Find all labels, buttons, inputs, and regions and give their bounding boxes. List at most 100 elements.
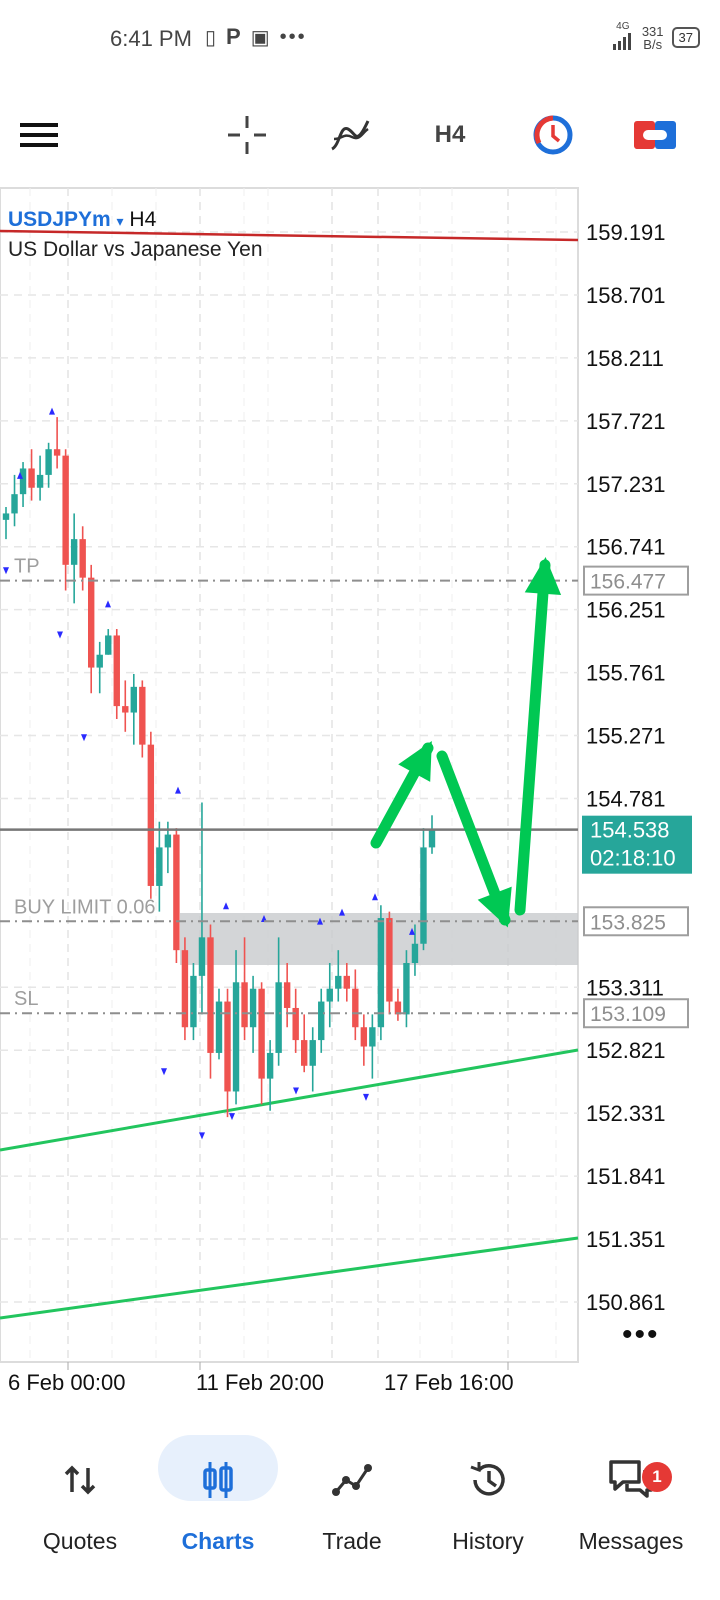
candle-body [139, 686, 146, 745]
tab-trade-label: Trade [322, 1528, 382, 1554]
fractal-up-marker [339, 908, 345, 916]
status-time: 6:41 PM [110, 26, 192, 51]
chart-more-icon[interactable]: ••• [622, 1318, 660, 1351]
fractal-up-marker [17, 471, 23, 479]
one-click-trade-icon[interactable] [630, 100, 680, 170]
current-price-box [582, 815, 692, 874]
hamburger-menu-icon[interactable] [14, 100, 64, 170]
candle-body [215, 1001, 223, 1053]
candle-body [198, 937, 206, 976]
tab-history[interactable]: History [420, 1440, 556, 1580]
candle-body [190, 975, 197, 1028]
candle-body [62, 455, 69, 565]
tab-messages[interactable]: 1 Messages [556, 1440, 706, 1580]
status-notification-icons: ▯ P ▣ ••• [205, 24, 307, 50]
y-tick-label: 156.251 [586, 598, 666, 623]
buy-limit-label: BUY LIMIT 0.06 [14, 896, 156, 918]
plot-border [0, 187, 579, 1363]
symbol-title[interactable]: USDJPYm ▾ H4 [8, 208, 156, 232]
charts-icon [150, 1440, 286, 1520]
net-speed-unit: B/s [643, 36, 663, 52]
y-tick-label: 159.191 [586, 220, 666, 245]
candle-body [283, 982, 291, 1008]
y-tick-label: 158.701 [586, 283, 666, 308]
fractal-down-marker [81, 734, 87, 742]
fractal-up-marker [49, 407, 55, 415]
green-arrow-up-2 [514, 559, 551, 916]
fractal-down-marker [3, 567, 9, 575]
candle-body [352, 988, 359, 1028]
candle-body [241, 982, 248, 1028]
fractal-down-marker [161, 1068, 167, 1076]
candle-body [377, 918, 385, 1028]
tab-trade[interactable]: Trade [284, 1440, 420, 1580]
bottom-navigation: Quotes Charts Trade History 1 Messages [0, 1420, 720, 1600]
x-tick-label: 6 Feb 00:00 [8, 1370, 125, 1395]
clock-icon[interactable] [528, 100, 578, 170]
tab-charts[interactable]: Charts [150, 1440, 286, 1580]
y-tick-label: 157.231 [586, 472, 666, 497]
candle-body [130, 686, 137, 713]
quotes-icon [12, 1440, 148, 1520]
y-tick-label: 151.351 [586, 1227, 666, 1252]
price-chart[interactable]: TP 156.477 BUY LIMIT 0.06 153.825 SL 153.109 1… [0, 0, 720, 1420]
candle-body [88, 577, 95, 668]
candle-body [96, 654, 103, 668]
candle-body [360, 1027, 368, 1047]
symbol-dropdown-icon[interactable]: ▾ [116, 213, 124, 229]
y-tick-label: 158.211 [586, 346, 664, 371]
candle-body [19, 468, 27, 495]
candle-body [420, 847, 427, 944]
fractal-up-marker [223, 902, 229, 910]
candle-body [173, 834, 180, 951]
candle-body [45, 449, 52, 475]
buy-limit-price-box [583, 906, 689, 937]
green-arrow-down [436, 750, 511, 926]
candle-body [224, 1001, 231, 1092]
save-icon: ▣ [250, 26, 270, 49]
candle-body [232, 982, 240, 1092]
y-tick-label: 154.781 [586, 786, 666, 811]
candle-body [309, 1040, 316, 1066]
messages-badge: 1 [642, 1462, 672, 1492]
status-system-icons: 4G 331 B/s 37 [612, 22, 700, 53]
fractal-up-marker [105, 600, 111, 608]
green-arrow-up-2-head [524, 557, 562, 595]
green-arrow-down-head [477, 886, 512, 928]
candle-body [181, 950, 189, 1028]
active-tab-indicator [158, 1435, 278, 1501]
candle-body [70, 539, 78, 565]
symbol-timeframe: H4 [129, 208, 157, 231]
candle-body [301, 1040, 308, 1066]
support-trendline-lower [0, 1236, 579, 1320]
y-tick-label: 151.841 [586, 1164, 666, 1189]
timeframe-selector[interactable]: H4 [420, 100, 480, 170]
candle-body [292, 1007, 299, 1041]
net-speed: 331 B/s [642, 25, 664, 51]
y-tick-label: 152.821 [586, 1038, 666, 1063]
support-trendline-upper [0, 1048, 579, 1152]
trade-icon [284, 1440, 420, 1520]
y-tick-label: 156.741 [586, 535, 666, 560]
candle-body [369, 1027, 376, 1047]
chart-toolbar: H4 [0, 100, 720, 170]
candle-body [36, 474, 44, 488]
tab-quotes[interactable]: Quotes [12, 1440, 148, 1580]
fractal-up-marker [175, 786, 181, 794]
x-tick-label: 17 Feb 16:00 [384, 1370, 514, 1395]
more-notifications-icon: ••• [279, 25, 307, 48]
indicators-icon[interactable] [322, 100, 378, 170]
y-tick-label: 153.311 [586, 975, 664, 1000]
crosshair-icon[interactable] [220, 100, 274, 170]
candle-body [105, 635, 112, 655]
symbol-name[interactable]: USDJPYm [8, 208, 111, 231]
battery-saver-icon: ▯ [205, 26, 217, 49]
candle-body [28, 468, 35, 488]
status-bar: 6:41 PM ▯ P ▣ ••• 4G 331 B/s 37 [0, 0, 720, 80]
signal-icon: 4G [612, 22, 634, 53]
y-tick-label: 152.331 [586, 1101, 666, 1126]
tab-history-label: History [452, 1528, 524, 1554]
history-icon [420, 1440, 556, 1520]
fractal-down-marker [229, 1113, 235, 1121]
stop-loss-price-box [583, 998, 689, 1029]
